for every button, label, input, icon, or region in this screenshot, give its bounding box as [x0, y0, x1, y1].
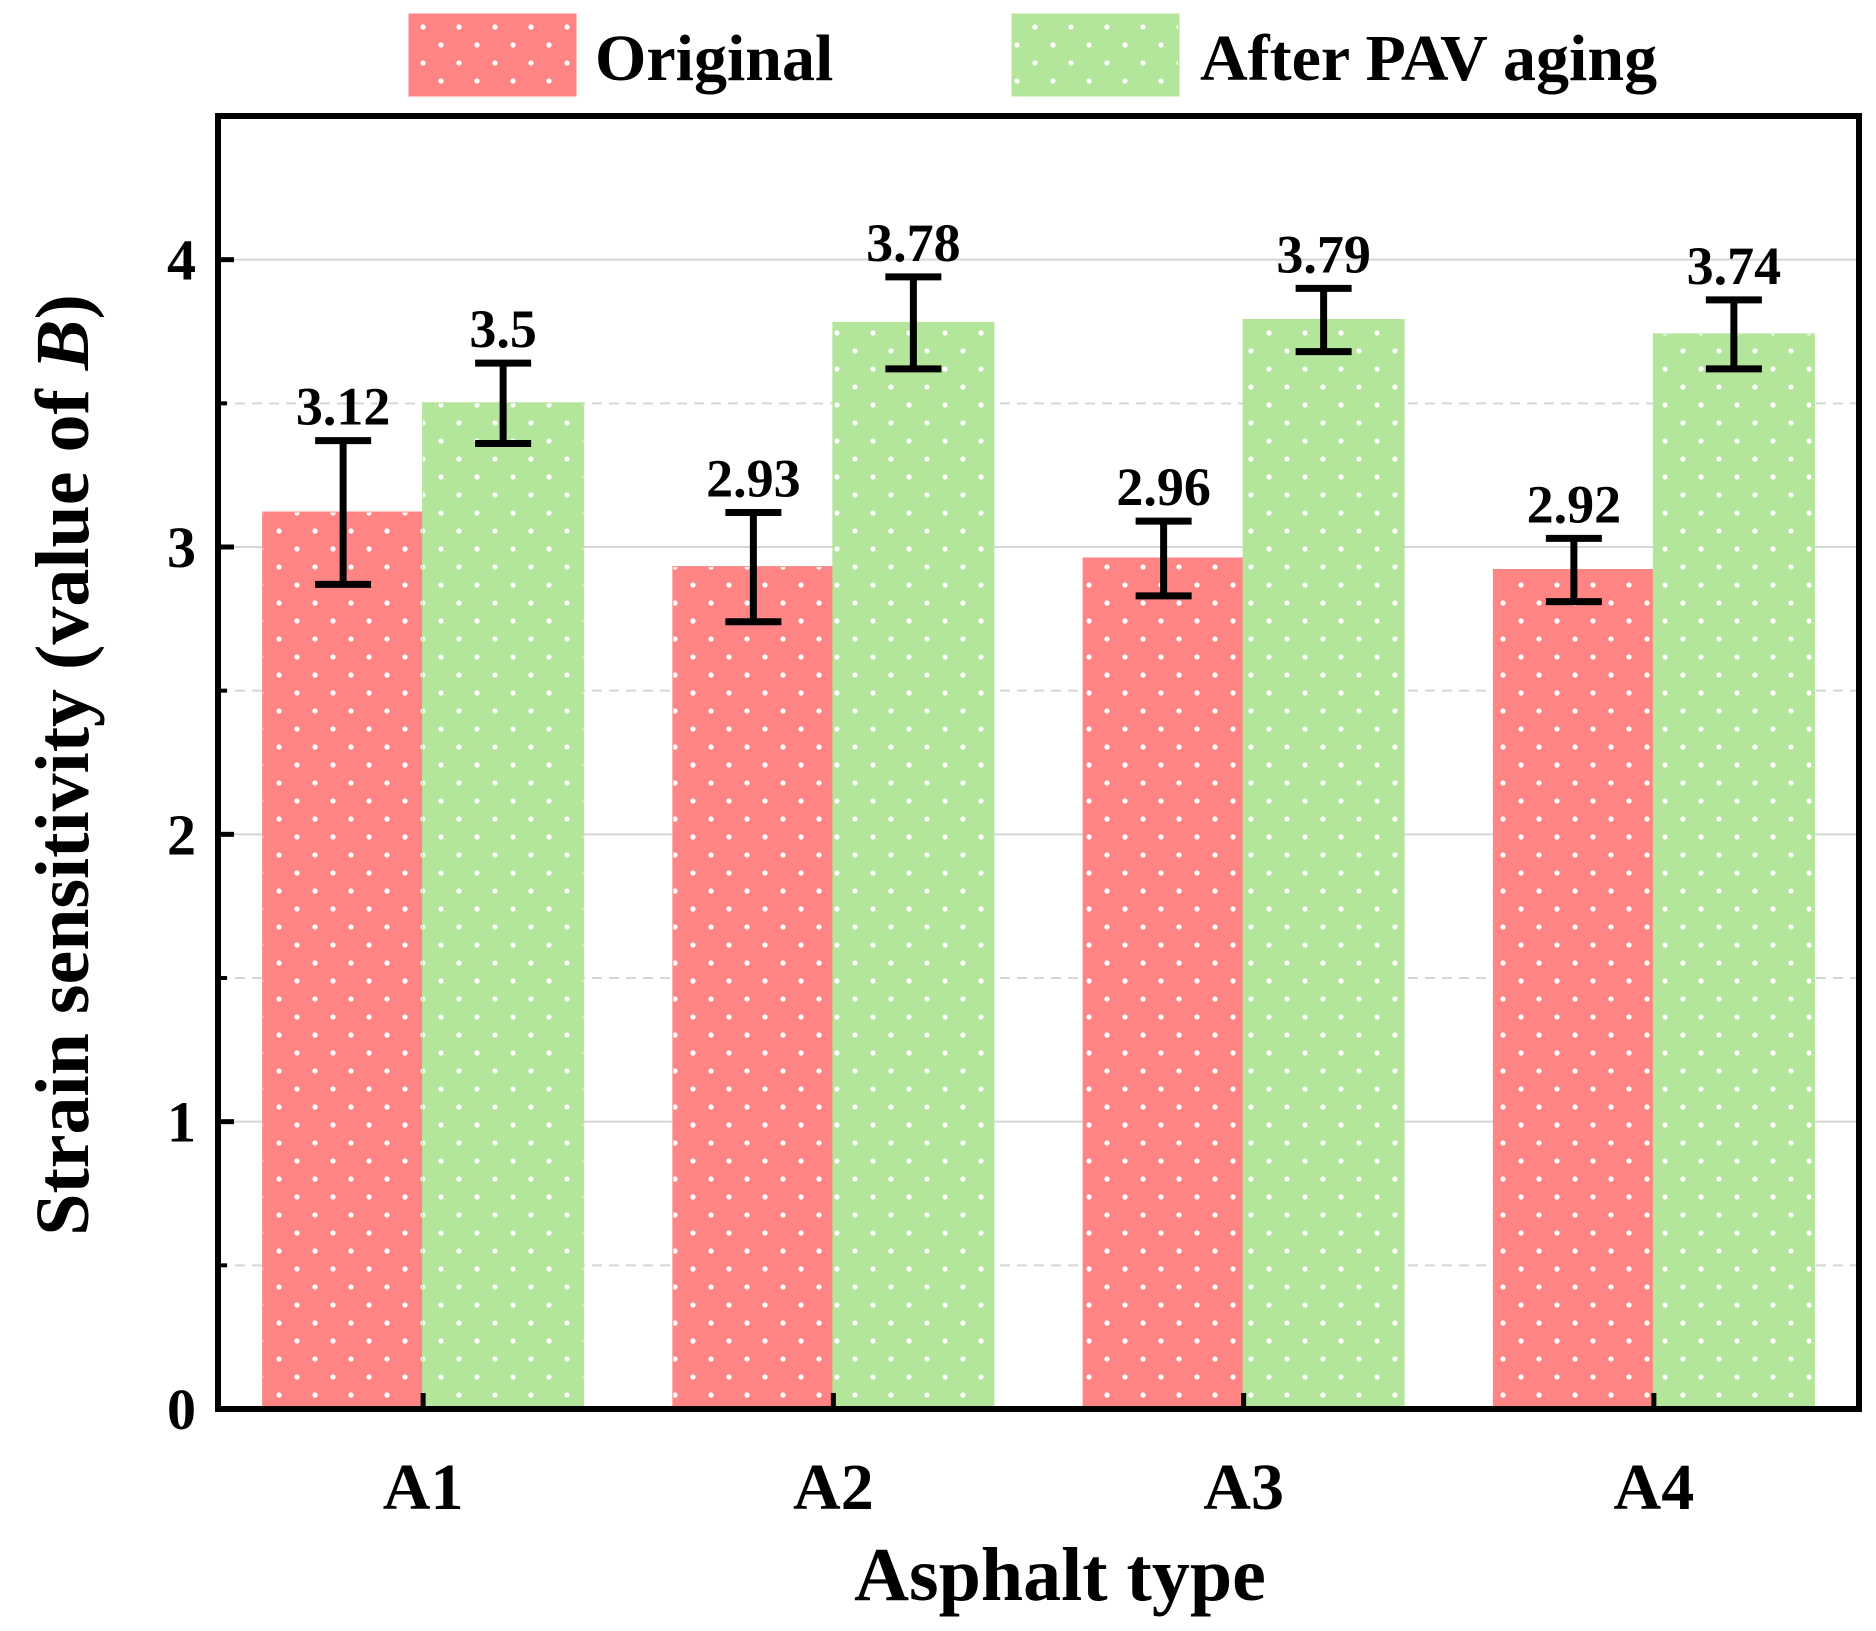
y-tick-label: 2: [167, 802, 196, 867]
y-axis-title-prefix: Strain sensitivity (value of: [21, 370, 105, 1236]
data-labels: 3.12 3.5 2.93 3.78 2.96 3.79 2.92 3.74: [296, 213, 1781, 534]
y-tick-label: 0: [167, 1377, 196, 1442]
bar-dots-after-pav-aging-a2: [833, 322, 994, 1409]
data-label-after-pav-aging-a2: 3.78: [866, 213, 961, 273]
y-axis-title-variable: B: [21, 320, 105, 372]
y-axis-title: Strain sensitivity (value of B): [21, 294, 105, 1236]
bar-dots-after-pav-aging-a4: [1653, 334, 1814, 1410]
y-tick-label: 4: [167, 228, 196, 293]
bar-dots-after-pav-aging-a1: [423, 403, 584, 1409]
x-tick-label-a4: A4: [1614, 1451, 1695, 1524]
error-bars: [315, 273, 1762, 626]
legend-swatch-after-pav-aging-dots: [1013, 15, 1178, 95]
data-label-after-pav-aging-a4: 3.74: [1687, 236, 1782, 296]
y-axis-title-suffix: ): [21, 294, 105, 319]
bar-dots-original-a1: [263, 512, 424, 1409]
legend: Original After PAV aging: [408, 13, 1657, 97]
x-tick-label-a1: A1: [383, 1451, 464, 1524]
legend-label-after-pav-aging: After PAV aging: [1200, 22, 1657, 95]
y-tick-label: 3: [167, 515, 196, 580]
bar-dots-original-a3: [1083, 558, 1244, 1409]
data-label-original-a4: 2.92: [1527, 474, 1622, 534]
bar-dots-original-a2: [673, 567, 834, 1409]
data-label-original-a1: 3.12: [296, 377, 391, 437]
bars: [262, 319, 1815, 1411]
legend-label-original: Original: [595, 22, 833, 95]
data-label-after-pav-aging-a3: 3.79: [1276, 224, 1371, 284]
x-tick-label-a3: A3: [1203, 1451, 1284, 1524]
x-axis-title: Asphalt type: [854, 1533, 1266, 1617]
bar-dots-after-pav-aging-a3: [1243, 320, 1404, 1410]
y-axis-ticks: 0 1 2 3 4: [167, 228, 234, 1442]
x-axis-ticks: A1 A2 A3 A4: [383, 1393, 1694, 1524]
data-label-after-pav-aging-a1: 3.5: [469, 299, 537, 359]
y-tick-label: 1: [167, 1090, 196, 1155]
legend-swatch-original-dots: [410, 15, 575, 95]
data-label-original-a2: 2.93: [706, 449, 801, 509]
plot-frame: [215, 113, 1862, 1412]
x-tick-label-a2: A2: [793, 1451, 874, 1524]
data-label-original-a3: 2.96: [1116, 457, 1211, 517]
bar-dots-original-a4: [1493, 569, 1654, 1409]
